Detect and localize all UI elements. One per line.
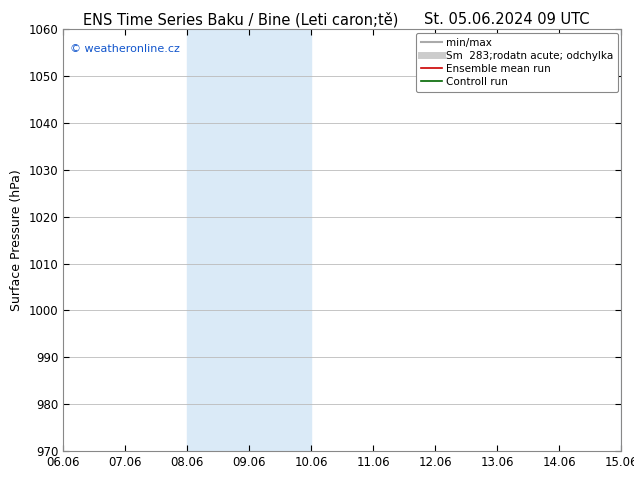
Text: © weatheronline.cz: © weatheronline.cz [70, 44, 180, 54]
Legend: min/max, Sm  283;rodatn acute; odchylka, Ensemble mean run, Controll run: min/max, Sm 283;rodatn acute; odchylka, … [415, 32, 618, 92]
Y-axis label: Surface Pressure (hPa): Surface Pressure (hPa) [10, 169, 23, 311]
Bar [188, 29, 311, 451]
Text: St. 05.06.2024 09 UTC: St. 05.06.2024 09 UTC [424, 12, 590, 27]
Bar [621, 29, 634, 451]
Text: ENS Time Series Baku / Bine (Leti caron;tě): ENS Time Series Baku / Bine (Leti caron;… [83, 12, 399, 28]
